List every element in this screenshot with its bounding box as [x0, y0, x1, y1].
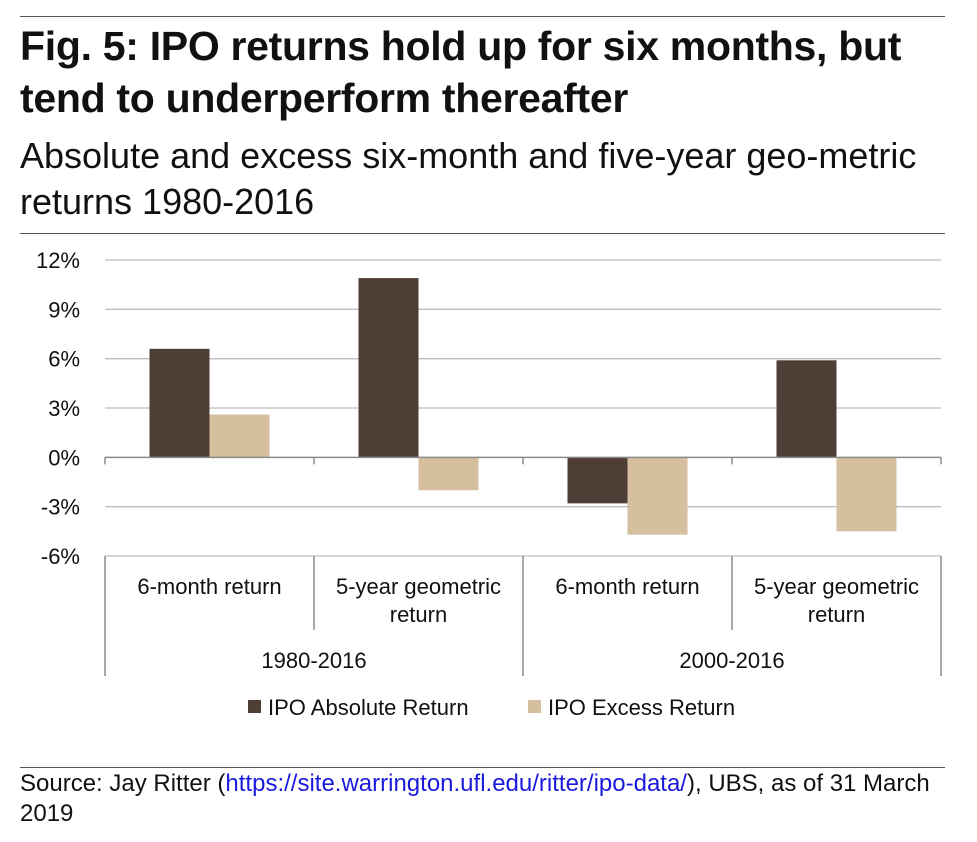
x-axis — [104, 456, 942, 676]
y-tick-label: -3% — [41, 495, 80, 520]
source-prefix: Source: Jay Ritter ( — [20, 770, 226, 797]
legend-swatch — [248, 700, 261, 713]
legend-swatch — [528, 700, 541, 713]
source-suffix: ), UBS, as of 31 March 2019 — [20, 770, 930, 827]
y-tick-label: 6% — [48, 347, 80, 372]
top-rule — [20, 16, 945, 17]
chart-title: Fig. 5: IPO returns hold up for six mont… — [20, 23, 902, 121]
x-group-label: 1980-2016 — [261, 648, 366, 673]
bar — [567, 457, 628, 504]
x-category-label: return — [808, 602, 865, 627]
x-group-label: 2000-2016 — [679, 648, 784, 673]
x-category-label: 5-year geometric — [754, 574, 919, 599]
bar — [149, 348, 210, 458]
bar — [358, 278, 419, 458]
y-tick-label: 12% — [36, 248, 80, 273]
y-tick-label: -6% — [41, 544, 80, 569]
bar — [627, 457, 688, 535]
x-axis-labels: 6-month return 5-year geometric return 6-mo… — [137, 574, 919, 673]
bars — [149, 278, 897, 535]
legend-label: IPO Absolute Return — [268, 695, 469, 720]
bar — [209, 414, 270, 458]
legend-label: IPO Excess Return — [548, 695, 735, 720]
x-category-label: 5-year geometric — [336, 574, 501, 599]
x-category-label: return — [390, 602, 447, 627]
header-rule — [20, 233, 945, 234]
bar — [776, 360, 837, 458]
chart-subtitle: Absolute and excess six-month and five-y… — [20, 135, 917, 222]
legend: IPO Absolute Return IPO Excess Return — [248, 695, 735, 720]
bar — [418, 457, 479, 491]
y-tick-label: 9% — [48, 297, 80, 322]
y-axis-ticks: 12% 9% 6% 3% 0% -3% -6% — [36, 248, 80, 569]
bar-chart: 12% 9% 6% 3% 0% -3% -6% 6-month return 5-year g… — [36, 248, 942, 720]
bar — [836, 457, 897, 532]
footer-rule — [20, 767, 945, 768]
source-link[interactable]: https://site.warrington.ufl.edu/ritter/i… — [225, 770, 687, 797]
y-tick-label: 3% — [48, 396, 80, 421]
x-category-label: 6-month return — [137, 574, 281, 599]
source-note: Source: Jay Ritter (https://site.warring… — [20, 769, 950, 829]
y-tick-label: 0% — [48, 445, 80, 470]
x-category-label: 6-month return — [555, 574, 699, 599]
